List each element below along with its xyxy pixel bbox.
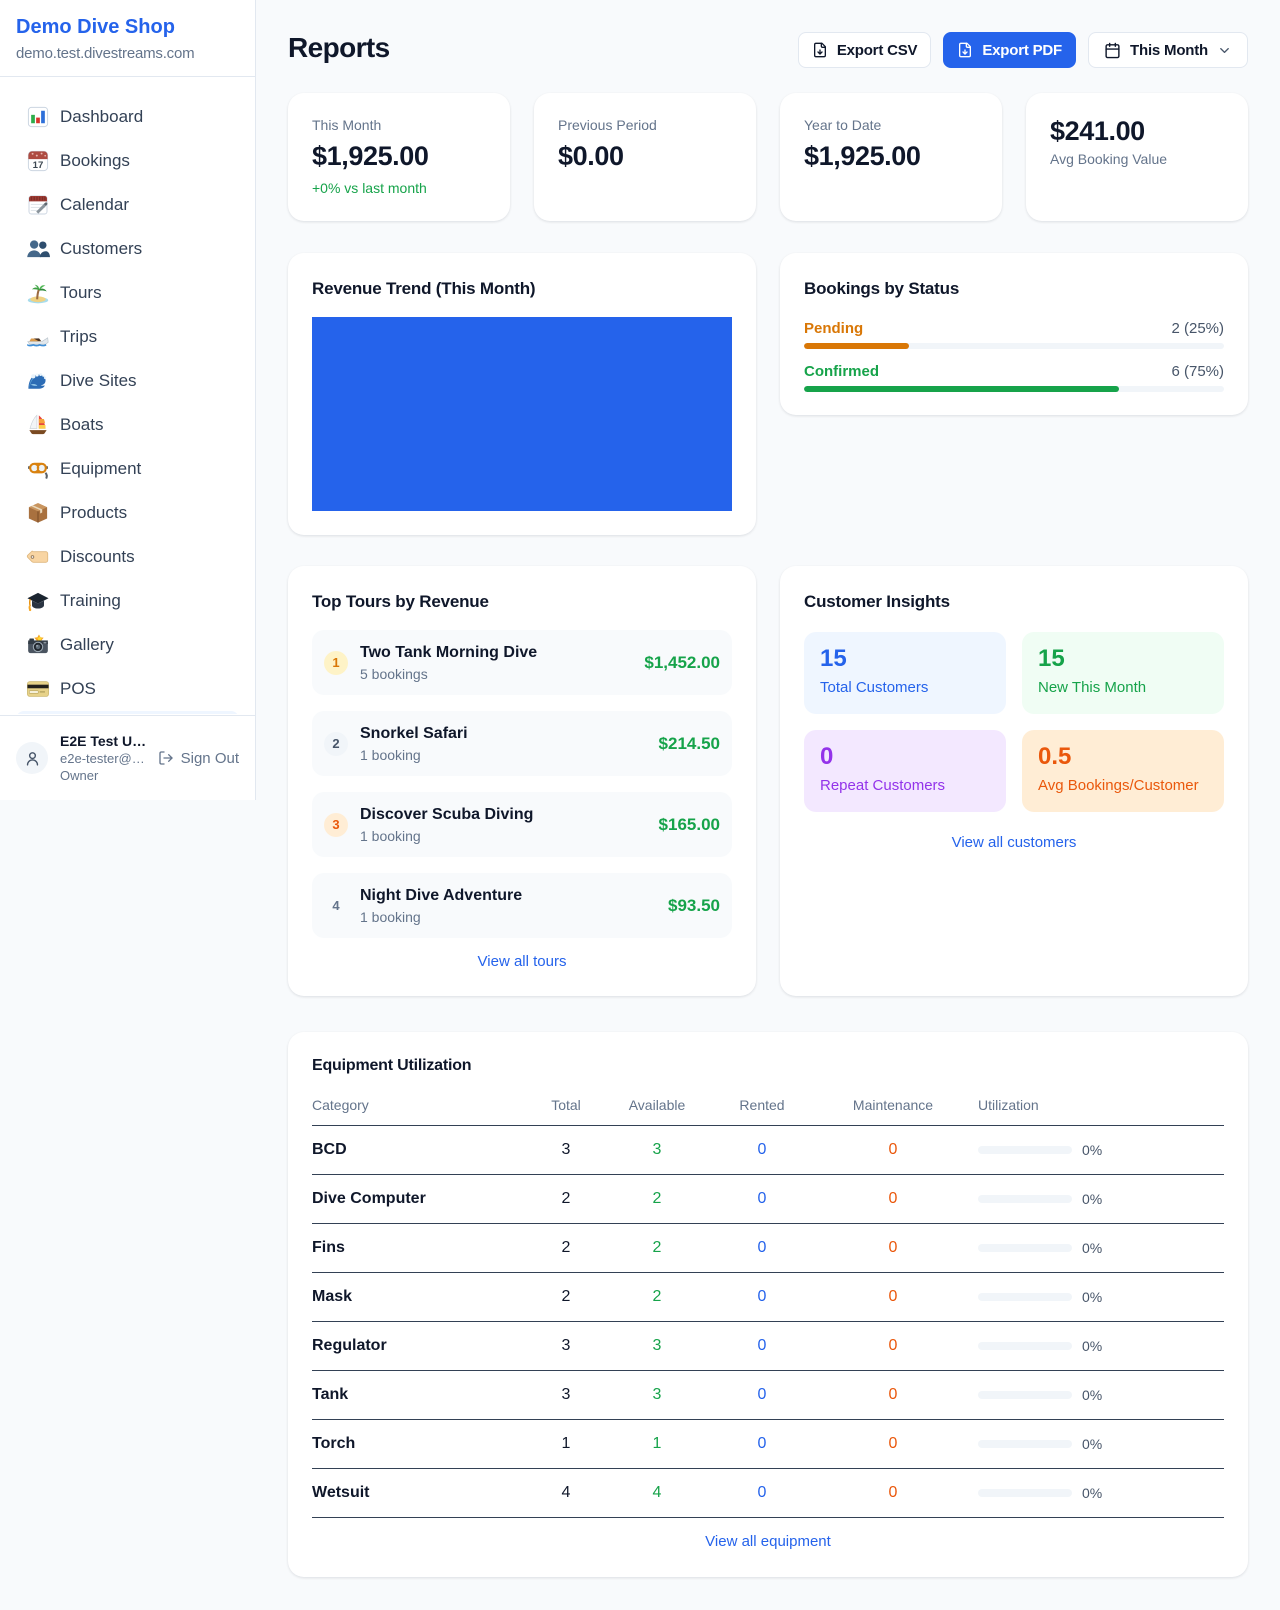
svg-text:17: 17	[33, 160, 44, 171]
